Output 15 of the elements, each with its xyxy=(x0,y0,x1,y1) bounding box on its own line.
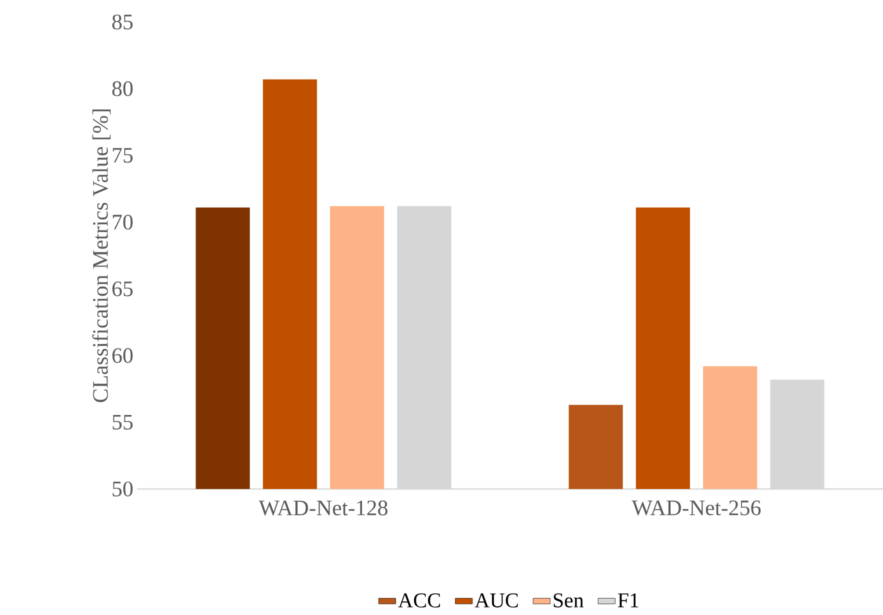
legend-label: Sen xyxy=(554,593,584,608)
y-tick-label: 70 xyxy=(112,214,133,230)
y-tick-label: 75 xyxy=(112,148,133,163)
legend-label: ACC xyxy=(398,593,440,608)
legend-label: F1 xyxy=(618,593,638,608)
legend-label: AUC xyxy=(474,593,518,608)
y-axis-title: CLassification Metrics Value [%] xyxy=(92,110,111,402)
y-tick-label: 65 xyxy=(112,281,133,296)
y-tick-label: 50 xyxy=(112,482,133,496)
x-tick-label: WAD-Net-256 xyxy=(632,500,761,516)
x-tick-label: WAD-Net-128 xyxy=(258,500,388,516)
y-tick-label: 55 xyxy=(112,414,133,430)
y-tick-label: 60 xyxy=(112,348,133,363)
y-tick-label: 80 xyxy=(112,81,133,96)
y-tick-label: 85 xyxy=(112,14,133,30)
